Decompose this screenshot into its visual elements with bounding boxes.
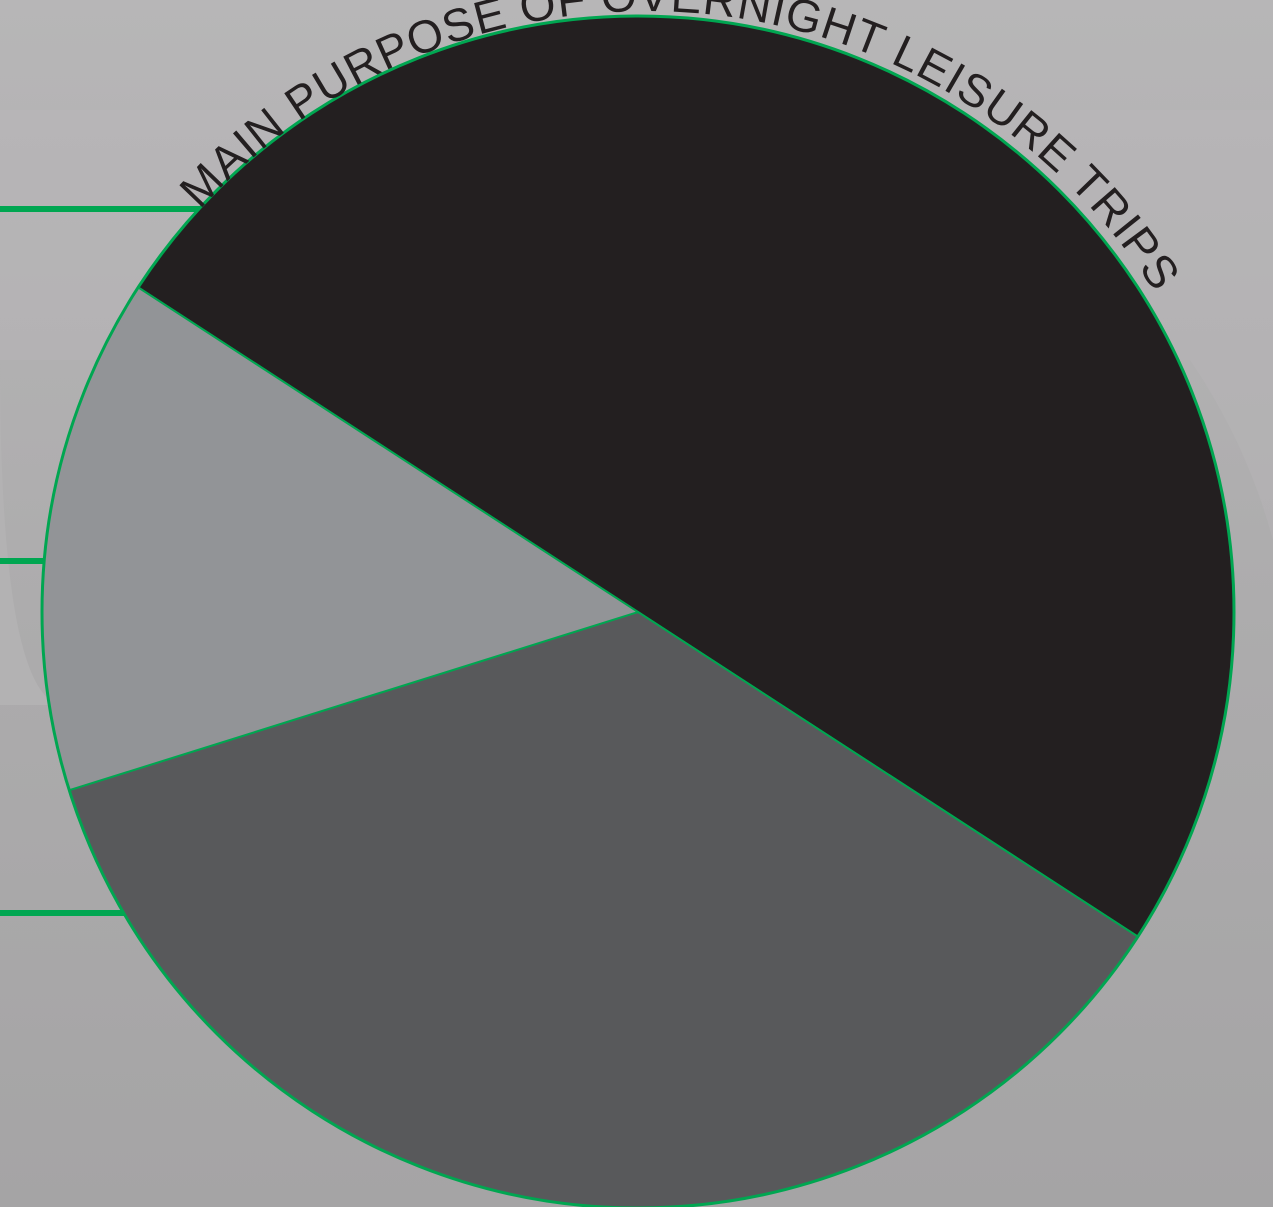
pie-outline — [40, 14, 1236, 1207]
pie-slices — [41, 15, 1236, 1207]
background-curve — [0, 360, 60, 705]
leader-lines — [0, 206, 205, 916]
